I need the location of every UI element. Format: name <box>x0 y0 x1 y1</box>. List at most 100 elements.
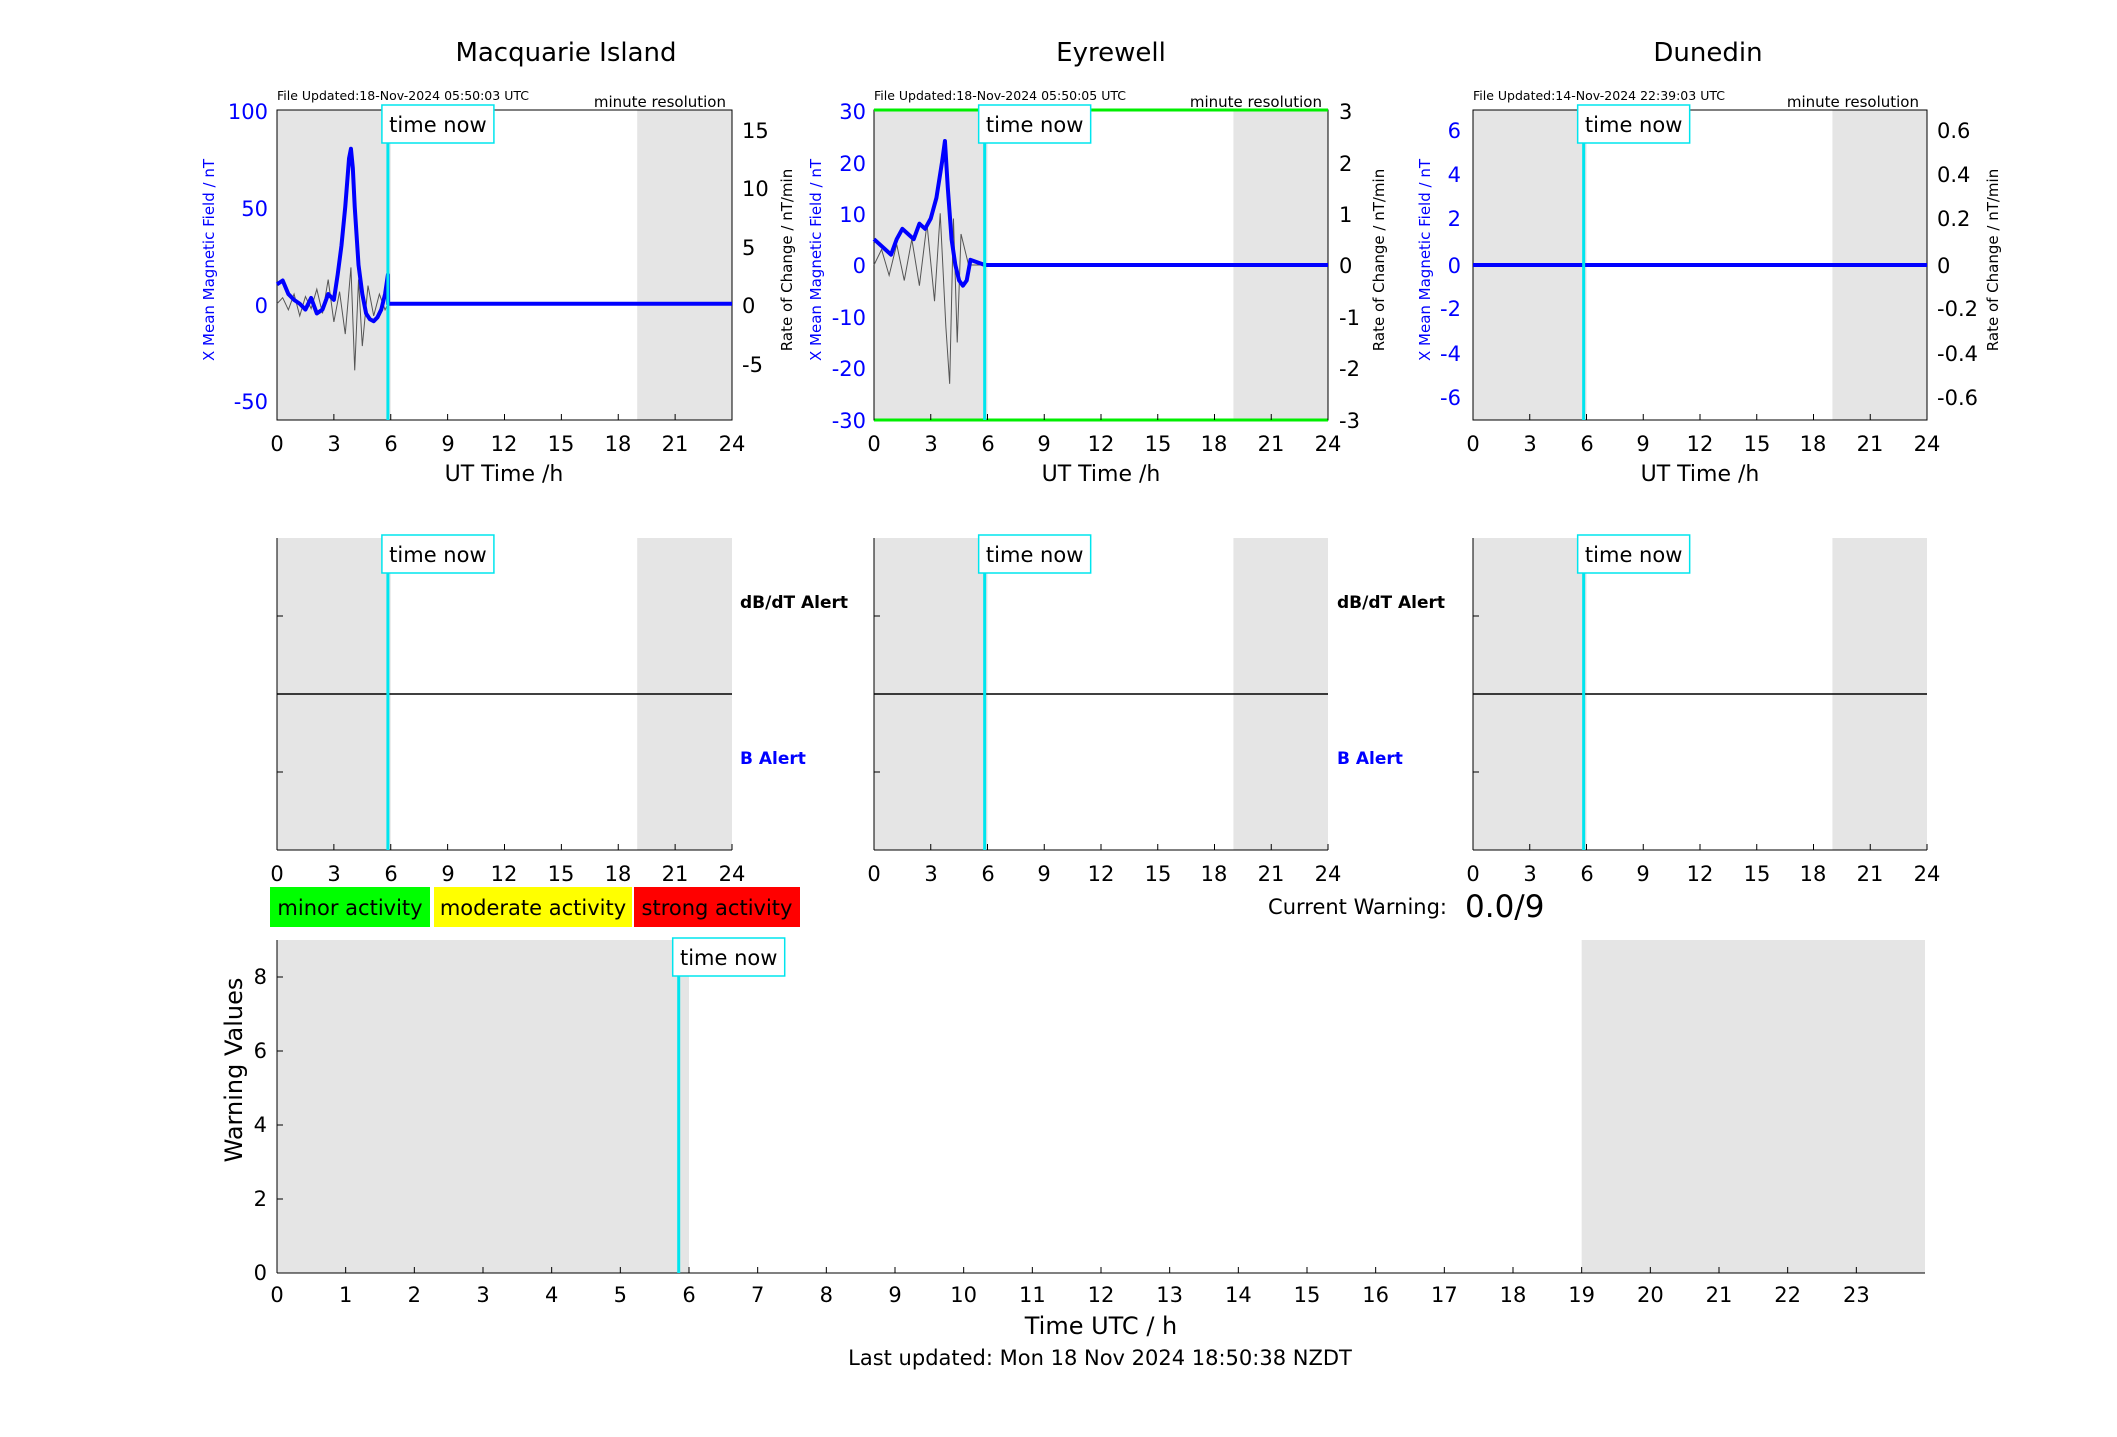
warning-xlabel: Time UTC / h <box>1024 1312 1178 1340</box>
tick-label: -3 <box>1339 409 1360 433</box>
station-1-alert-dbdt-label: dB/dT Alert <box>740 593 848 613</box>
tick-label: 3 <box>924 862 937 886</box>
tick-label: -0.2 <box>1937 297 1978 321</box>
tick-label: 7 <box>751 1283 764 1307</box>
station-1-xticks: 0 3 6 9 12 15 18 21 24 <box>270 432 745 456</box>
station-1-ylabel-right: Rate of Change / nT/min <box>778 169 796 351</box>
station-2-alert-xticks: 0 3 6 9 12 15 18 21 24 <box>867 862 1341 886</box>
time-now-label: time now <box>680 946 777 970</box>
time-now-box <box>1576 104 1691 144</box>
activity-legend: minor activity moderate activity strong … <box>270 887 800 927</box>
tick-label: 0 <box>742 294 755 318</box>
station-1-resolution: minute resolution <box>594 93 726 111</box>
tick-label: 30 <box>839 100 866 124</box>
night-shade <box>277 110 391 420</box>
tick-label: 2 <box>1339 152 1352 176</box>
tick-label: 18 <box>605 432 632 456</box>
tick-label: 4 <box>254 1113 267 1137</box>
tick-label: 21 <box>1857 862 1884 886</box>
tick-label: 15 <box>1145 862 1172 886</box>
tick-label: 1 <box>339 1283 352 1307</box>
x-field-series <box>275 146 732 324</box>
tick-label: -2 <box>1440 297 1461 321</box>
tick-label: 0 <box>270 862 283 886</box>
tick-label: 9 <box>1037 862 1050 886</box>
warning-yticks: 0 2 4 6 8 <box>254 965 267 1285</box>
tick-label: 12 <box>1687 432 1714 456</box>
tick-label: 9 <box>888 1283 901 1307</box>
night-shade <box>637 110 732 420</box>
legend-moderate-label: moderate activity <box>440 896 626 920</box>
tick-label: 24 <box>1315 432 1342 456</box>
station-1-xlabel: UT Time /h <box>445 462 564 487</box>
tick-label: 2 <box>1448 207 1461 231</box>
station-1-title: Macquarie Island <box>455 38 676 68</box>
tick-label: 15 <box>742 119 769 143</box>
tick-label: 0 <box>270 1283 283 1307</box>
tick-label: 11 <box>1019 1283 1046 1307</box>
station-3-title: Dunedin <box>1653 38 1762 68</box>
current-warning-value: 0.0/9 <box>1465 889 1544 925</box>
legend-moderate-swatch <box>434 887 632 927</box>
station-2-alert-dbdt-label: dB/dT Alert <box>1337 593 1445 613</box>
tick-label: -10 <box>832 306 866 330</box>
tick-label: 6 <box>384 862 397 886</box>
legend-minor-label: minor activity <box>277 896 422 920</box>
time-now-box <box>977 104 1092 144</box>
tick-label: 24 <box>719 432 746 456</box>
tick-label: 18 <box>1500 1283 1527 1307</box>
tick-label: 20 <box>839 152 866 176</box>
station-3-resolution: minute resolution <box>1787 93 1919 111</box>
tick-label: -20 <box>832 357 866 381</box>
tick-label: 1 <box>1339 203 1352 227</box>
time-now-label: time now <box>389 113 486 137</box>
tick-label: 0.4 <box>1937 163 1970 187</box>
time-now-box <box>381 104 495 144</box>
tick-label: 22 <box>1774 1283 1801 1307</box>
station-1-alert-b-label: B Alert <box>740 749 806 769</box>
station-1-alert-xticks: 0 3 6 9 12 15 18 21 24 <box>270 862 745 886</box>
tick-label: 3 <box>327 862 340 886</box>
tick-label: 0 <box>254 1261 267 1285</box>
tick-label: 19 <box>1568 1283 1595 1307</box>
station-1-field-plot: time now <box>275 104 733 421</box>
tick-label: 12 <box>1088 862 1115 886</box>
station-2-title: Eyrewell <box>1056 38 1166 68</box>
station-2-resolution: minute resolution <box>1190 93 1322 111</box>
tick-label: 50 <box>241 197 268 221</box>
tick-label: 4 <box>545 1283 558 1307</box>
tick-label: 15 <box>1744 862 1771 886</box>
legend-minor-swatch <box>270 887 430 927</box>
tick-label: 0 <box>867 862 880 886</box>
tick-label: 20 <box>1637 1283 1664 1307</box>
tick-label: 3 <box>1339 100 1352 124</box>
tick-label: -5 <box>742 353 763 377</box>
tick-label: -0.4 <box>1937 342 1978 366</box>
tick-label: 0.6 <box>1937 119 1970 143</box>
station-3-xticks: 0 3 6 9 12 15 18 21 24 <box>1466 432 1940 456</box>
station-3-alert-xticks: 0 3 6 9 12 15 18 21 24 <box>1466 862 1940 886</box>
tick-label: 0 <box>1466 862 1479 886</box>
station-3-ylabel-left: X Mean Magnetic Field / nT <box>1416 158 1434 361</box>
tick-label: 0 <box>270 432 283 456</box>
station-3-yticks-left: 6 4 2 0 -2 -4 -6 <box>1440 119 1461 410</box>
station-3-panel: Dunedin File Updated:14-Nov-2024 22:39:0… <box>1416 38 2002 487</box>
tick-label: 9 <box>441 862 454 886</box>
station-2-panel: Eyrewell File Updated:18-Nov-2024 05:50:… <box>807 38 1388 487</box>
tick-label: 18 <box>605 862 632 886</box>
tick-label: 15 <box>1744 432 1771 456</box>
tick-label: 5 <box>614 1283 627 1307</box>
tick-label: 12 <box>491 862 518 886</box>
time-now-box <box>381 534 495 574</box>
tick-label: 15 <box>1294 1283 1321 1307</box>
tick-label: 24 <box>1315 862 1342 886</box>
tick-label: 0 <box>1466 432 1479 456</box>
tick-label: 12 <box>491 432 518 456</box>
station-1-yticks-left: 100 50 0 -50 <box>228 100 268 414</box>
legend-strong-swatch <box>634 887 800 927</box>
station-2-xticks: 0 3 6 9 12 15 18 21 24 <box>867 432 1341 456</box>
last-updated: Last updated: Mon 18 Nov 2024 18:50:38 N… <box>848 1346 1352 1370</box>
station-1-alert-plot: time now <box>276 534 733 851</box>
tick-label: 9 <box>441 432 454 456</box>
tick-label: 9 <box>1636 432 1649 456</box>
